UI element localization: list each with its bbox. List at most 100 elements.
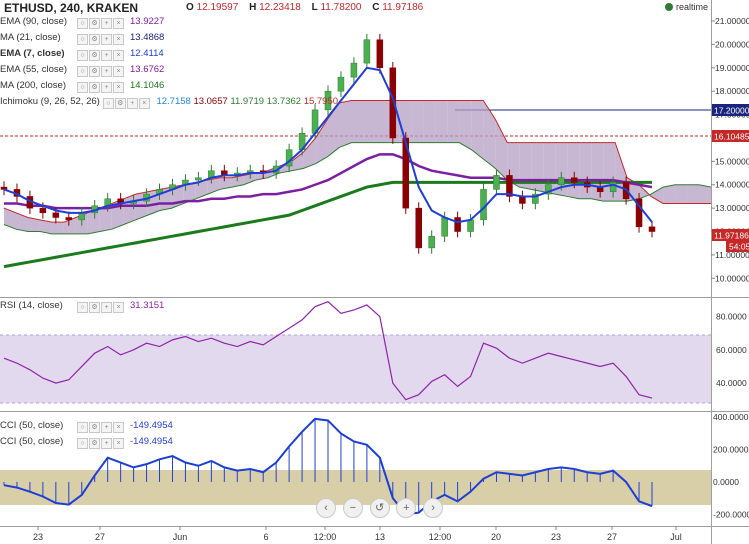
indicator-row-rsi[interactable]: RSI (14, close) ○ ⚙ + × 31.3151 — [0, 300, 164, 315]
senkou-span-a — [3, 142, 712, 235]
candle — [635, 198, 643, 228]
cloud-segment — [375, 100, 388, 143]
cloud-segment — [51, 222, 64, 234]
cloud-segment — [459, 100, 472, 150]
add-icon: + — [101, 302, 112, 313]
price-tick-label: 11.00000 — [715, 250, 749, 260]
ma200-line — [3, 180, 652, 269]
eye-icon: ○ — [77, 82, 88, 93]
chart-header: ETHUSD, 240, KRAKEN O 12.19597 H 12.2341… — [0, 0, 711, 16]
realtime-dot-icon — [665, 3, 673, 11]
cloud-segment — [87, 208, 100, 234]
time-tick-label: 12:00 — [429, 532, 452, 542]
price-tag-last — [712, 229, 749, 241]
eye-icon: ○ — [77, 18, 88, 29]
candle — [519, 196, 526, 204]
time-tick-label: 12:00 — [314, 532, 337, 542]
cloud-segment — [63, 217, 76, 234]
indicator-row-ma21[interactable]: MA (21, close) ○ ⚙ + × 13.4868 — [0, 32, 164, 47]
eye-icon: ○ — [77, 438, 88, 449]
cloud-segment — [447, 100, 460, 143]
indicator-buttons: ○ ⚙ + × — [77, 300, 125, 313]
indicator-value: 13.4868 — [130, 32, 165, 43]
indicator-value: 13.9227 — [130, 16, 165, 27]
indicator-row-ma200[interactable]: MA (200, close) ○ ⚙ + × 14.1046 — [0, 80, 164, 95]
cci-axis[interactable]: 400.0000 200.0000 0.0000 -200.0000 — [713, 412, 749, 519]
indicator-row-ichimoku[interactable]: Ichimoku (9, 26, 52, 26) ○ ⚙ + × 12.7158 13.… — [0, 96, 338, 111]
indicator-value: 13.6762 — [130, 64, 165, 75]
time-tick-label: 27 — [95, 532, 105, 542]
indicator-value: 14.1046 — [130, 80, 165, 91]
indicator-label: CCI (50, close) — [0, 436, 64, 447]
close-icon: × — [113, 66, 124, 77]
rsi-tick-label: 40.0000 — [716, 378, 747, 388]
cloud-segment — [675, 184, 688, 204]
eye-icon: ○ — [77, 34, 88, 45]
candle — [324, 90, 332, 111]
add-icon: + — [101, 438, 112, 449]
symbol-title[interactable]: ETHUSD, 240, KRAKEN — [4, 1, 139, 15]
candle — [65, 217, 73, 221]
rsi-axis[interactable]: 80.0000 60.0000 40.0000 — [716, 312, 747, 388]
indicator-buttons: ○ ⚙ + × — [77, 64, 125, 77]
price-tag-last-text: 11.97186 — [714, 231, 749, 241]
candle — [545, 184, 552, 195]
candle — [337, 76, 345, 92]
cloud-segment — [183, 182, 196, 204]
chart-nav-controls: ‹ − ↺ + › — [316, 498, 447, 520]
scroll-left-button[interactable]: ‹ — [316, 498, 336, 518]
indicator-buttons: ○ ⚙ + × — [77, 420, 125, 433]
rsi-line — [3, 300, 653, 401]
time-tick-label: Jun — [173, 532, 188, 542]
cci-line — [3, 417, 653, 516]
cci-tick-label: 200.0000 — [713, 445, 749, 455]
indicator-label: EMA (55, close) — [0, 64, 68, 75]
indicator-value: 12.4114 — [130, 48, 164, 59]
cloud-segment — [339, 100, 352, 148]
zoom-in-button[interactable]: + — [396, 498, 417, 518]
close-icon: × — [113, 18, 124, 29]
candle — [363, 39, 371, 64]
candle — [558, 177, 565, 185]
cci-tick-label: -200.0000 — [713, 509, 749, 519]
close-icon: × — [113, 82, 124, 93]
close-icon: × — [113, 422, 124, 433]
indicator-row-ema55[interactable]: EMA (55, close) ○ ⚙ + × 13.6762 — [0, 64, 164, 79]
price-tag-timer — [726, 241, 749, 252]
close-icon: × — [113, 438, 124, 449]
candle — [376, 39, 384, 69]
candle — [389, 67, 397, 139]
reset-button[interactable]: ↺ — [369, 498, 390, 518]
price-tick-label: 15.00000 — [715, 156, 749, 166]
add-icon: + — [101, 50, 112, 61]
time-axis[interactable]: 23 27 Jun 6 12:00 13 12:00 20 23 27 Jul — [33, 526, 682, 542]
cloud-segment — [687, 184, 700, 204]
indicator-row-cci-2[interactable]: CCI (50, close) ○ ⚙ + × -149.4954 — [0, 436, 173, 451]
indicator-label: MA (21, close) — [0, 32, 61, 43]
indicator-row-cci[interactable]: CCI (50, close) ○ ⚙ + × -149.4954 — [0, 420, 173, 435]
settings-icon: ⚙ — [89, 66, 100, 77]
cloud-segment — [315, 119, 328, 164]
add-icon: + — [101, 422, 112, 433]
cloud-segment — [27, 217, 40, 232]
candle — [415, 207, 422, 249]
indicator-label: CCI (50, close) — [0, 420, 64, 431]
cloud-segment — [39, 219, 52, 234]
add-icon: + — [101, 34, 112, 45]
ohlc-open: O 12.19597 — [186, 2, 239, 13]
time-tick-label: 23 — [33, 532, 43, 542]
indicator-row-ema7[interactable]: EMA (7, close) ○ ⚙ + × 12.4114 — [0, 48, 164, 63]
settings-icon: ⚙ — [89, 302, 100, 313]
candle — [78, 212, 86, 221]
close-icon: × — [113, 302, 124, 313]
scroll-right-button[interactable]: › — [423, 498, 444, 518]
candle — [609, 182, 617, 193]
ichimoku-value: 15.7950 — [303, 96, 339, 107]
rsi-band — [0, 335, 711, 403]
settings-icon: ⚙ — [89, 50, 100, 61]
zoom-out-button[interactable]: − — [342, 498, 363, 518]
indicator-row-ema90[interactable]: EMA (90, close) ○ ⚙ + × 13.9227 — [0, 16, 164, 31]
realtime-indicator: realtime — [665, 2, 708, 12]
price-tick-label: 14.00000 — [715, 180, 749, 190]
